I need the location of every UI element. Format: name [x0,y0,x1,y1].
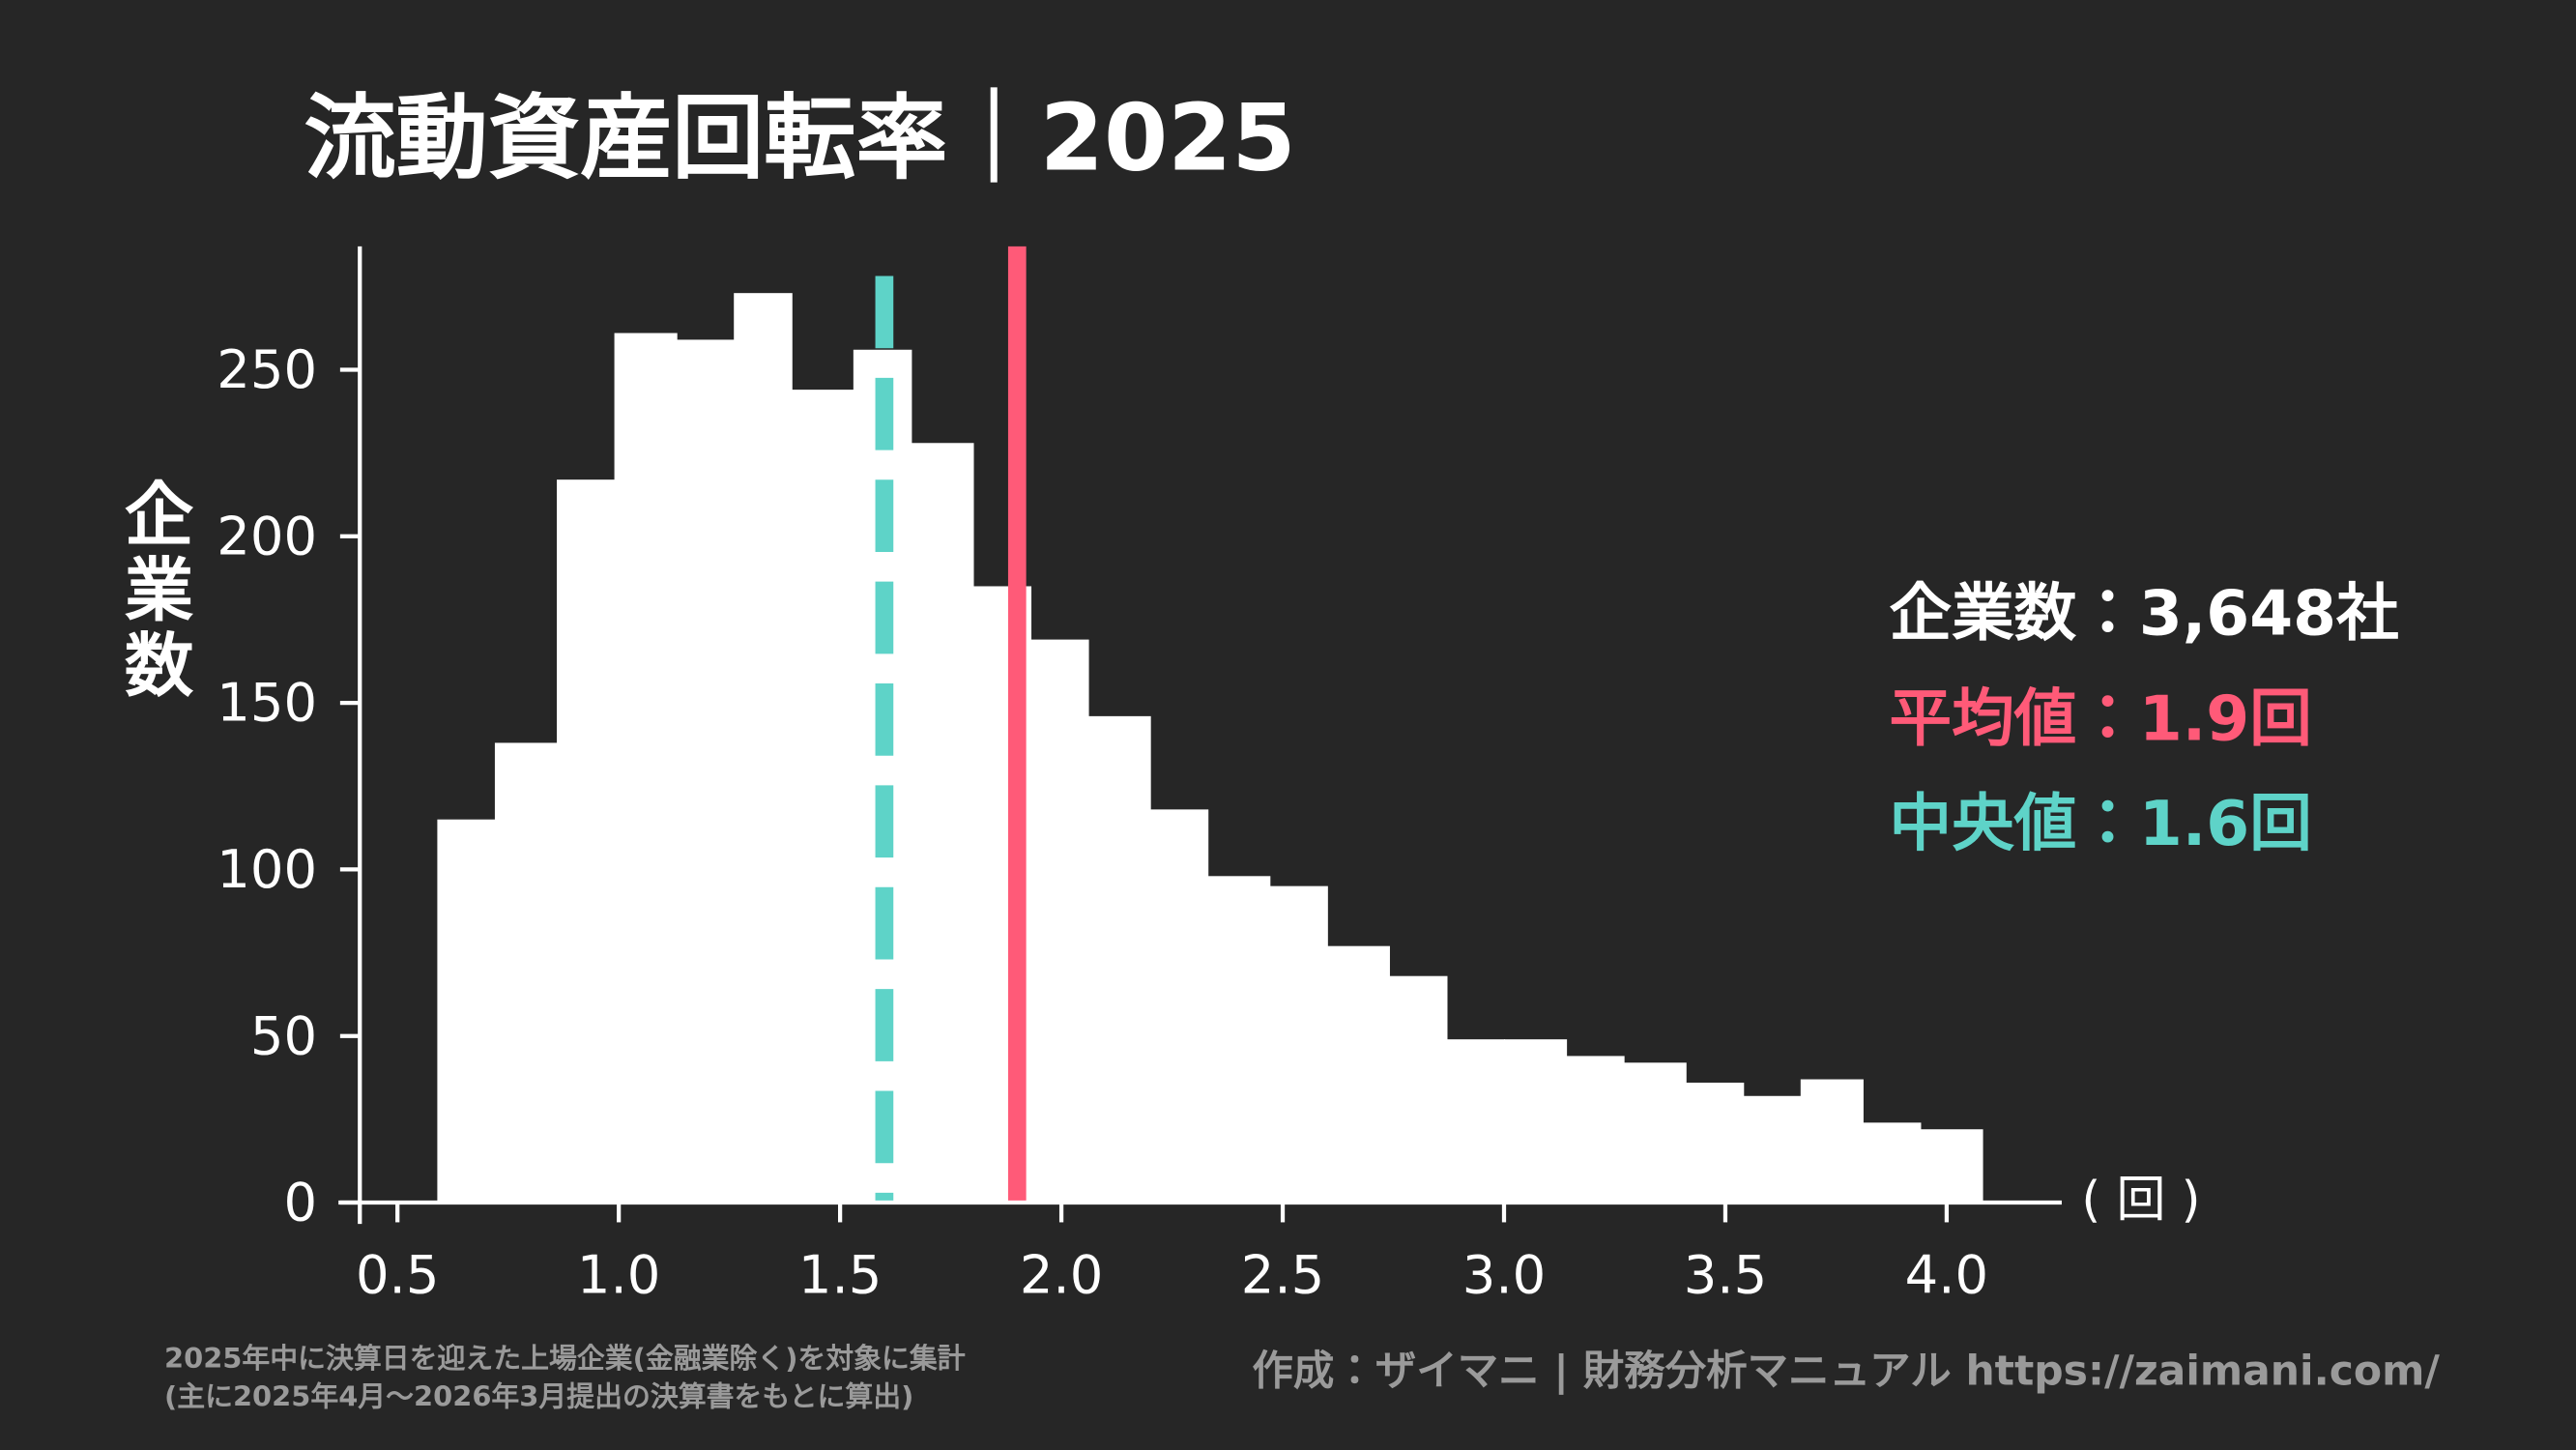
y-tick-label: 0 [283,1173,317,1233]
footnote: (主に2025年4月～2026年3月提出の決算書をもとに算出) [164,1379,913,1412]
bar [1566,1056,1625,1204]
bar [676,339,736,1204]
x-tick-label: 3.0 [1462,1244,1546,1305]
bar [853,349,912,1204]
bar [1446,1039,1506,1204]
x-tick-label: 1.0 [577,1244,660,1305]
y-tick-label: 100 [217,839,317,900]
bar [1326,945,1390,1204]
bar [911,443,974,1204]
credit: 作成：ザイマニ | 財務分析マニュアル https://zaimani.com/ [1252,1348,2440,1395]
bar [557,479,616,1204]
footnote: 2025年中に決算日を迎えた上場企業(金融業除く)を対象に集計 [164,1342,966,1375]
bar [734,293,793,1204]
y-tick-label: 150 [217,673,317,734]
bar [1743,1095,1802,1204]
y-tick-label: 50 [250,1005,317,1066]
x-tick-label: 0.5 [356,1244,439,1305]
bar [1503,1039,1568,1204]
bar [1862,1122,1922,1204]
y-tick-label: 250 [217,339,317,400]
y-tick-label: 200 [217,506,317,566]
bar [1623,1062,1687,1204]
y-axis-label: 企業数 [113,478,194,706]
bar [1149,809,1209,1204]
bar [1920,1129,1983,1204]
bar [494,742,559,1204]
x-tick-label: 2.5 [1241,1244,1324,1305]
x-tick-label: 2.0 [1020,1244,1103,1305]
bar [1800,1079,1864,1204]
chart-title: 流動資産回転率｜2025 [304,85,1295,191]
x-tick-label: 3.5 [1684,1244,1767,1305]
bar [437,819,496,1204]
bar [1207,876,1271,1204]
count-label: 企業数：3,648社 [1890,578,2399,651]
mean-label: 平均値：1.9回 [1890,682,2312,755]
x-axis-label: ( 回 ) [2081,1172,2200,1229]
bar [791,390,854,1204]
bar [1087,715,1151,1204]
bar [1388,975,1448,1204]
x-tick-label: 4.0 [1905,1244,1988,1305]
bar [614,333,678,1204]
bar [1269,885,1328,1204]
bar [1685,1082,1745,1204]
median-label: 中央値：1.6回 [1890,788,2312,860]
bar [1030,639,1089,1204]
x-tick-label: 1.5 [798,1244,882,1305]
